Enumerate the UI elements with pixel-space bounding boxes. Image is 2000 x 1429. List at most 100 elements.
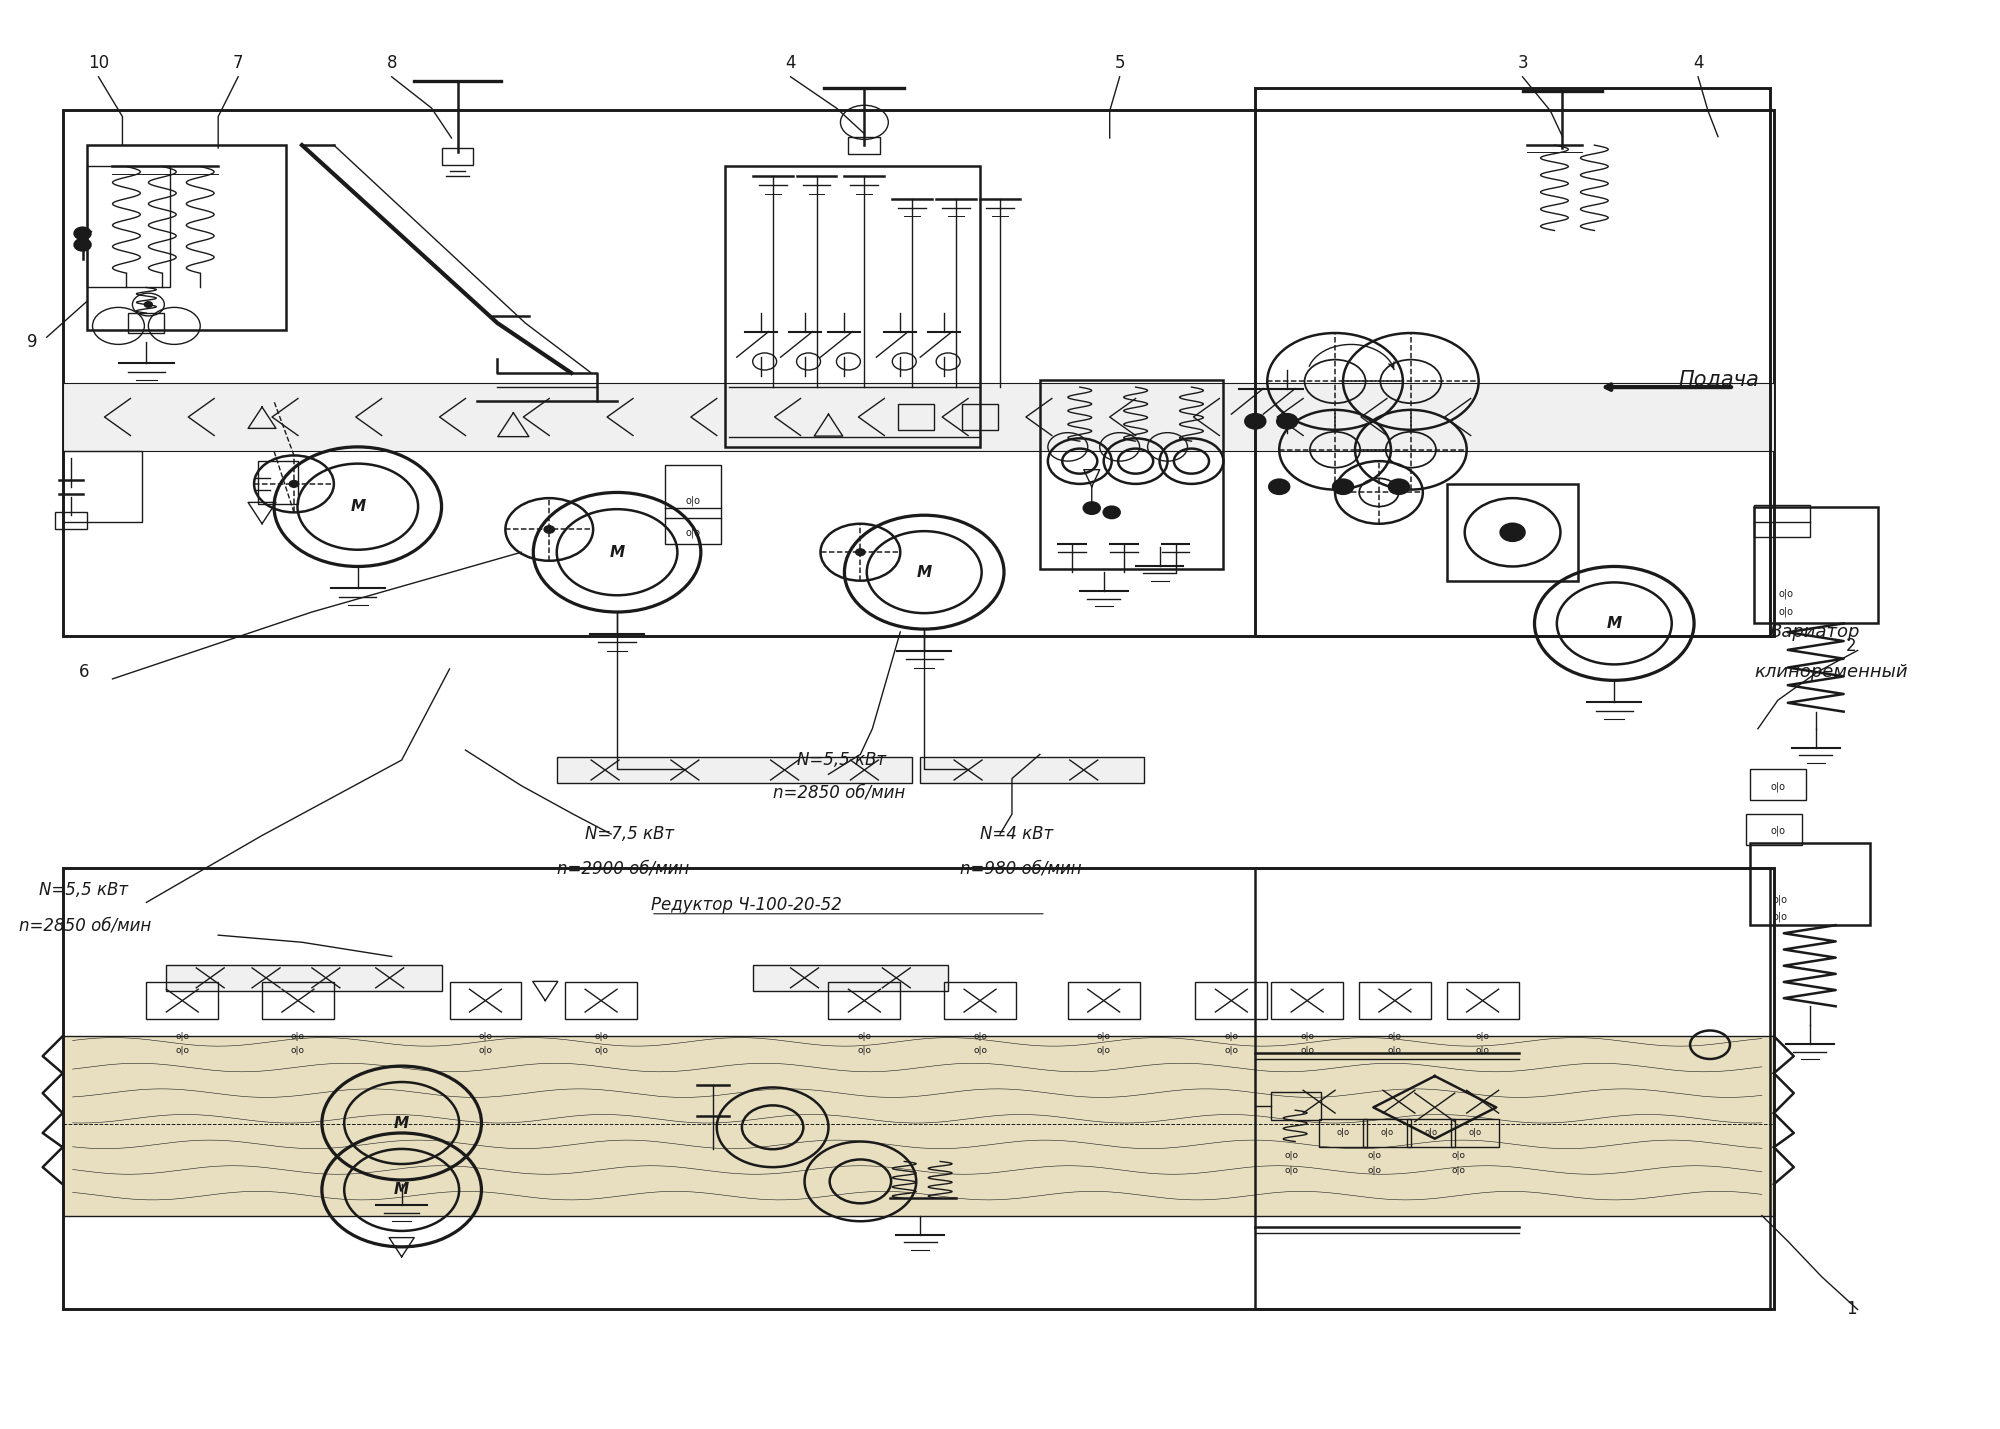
Text: o|o: o|o: [1336, 1129, 1350, 1137]
Circle shape: [74, 239, 90, 250]
Text: M: M: [394, 1116, 410, 1130]
Bar: [1320, 1119, 1366, 1147]
Text: 4: 4: [786, 53, 796, 71]
Bar: [1358, 982, 1430, 1019]
Text: o|o: o|o: [1368, 1166, 1382, 1175]
Bar: [1750, 843, 1870, 925]
Bar: [752, 965, 948, 990]
Bar: [62, 452, 142, 523]
Text: 7: 7: [232, 53, 244, 71]
Circle shape: [290, 480, 298, 487]
Bar: [128, 313, 164, 333]
Text: 10: 10: [88, 53, 110, 71]
Text: o|o: o|o: [176, 1046, 190, 1055]
Bar: [1196, 982, 1268, 1019]
Text: Вариатор: Вариатор: [1770, 623, 1860, 642]
Text: o|o: o|o: [478, 1032, 492, 1040]
Text: o|o: o|o: [1388, 1032, 1402, 1040]
Text: o|o: o|o: [1476, 1046, 1490, 1055]
Text: o|o: o|o: [594, 1046, 608, 1055]
Bar: [62, 383, 1774, 452]
Bar: [450, 982, 522, 1019]
Bar: [1746, 815, 1802, 846]
Circle shape: [1278, 414, 1298, 429]
Text: n=2850 об/мин: n=2850 об/мин: [18, 916, 150, 935]
Text: o|o: o|o: [1388, 1046, 1402, 1055]
Circle shape: [1270, 480, 1290, 494]
Text: M: M: [350, 499, 366, 514]
Bar: [724, 166, 980, 447]
Text: n=980 об/мин: n=980 об/мин: [960, 859, 1082, 877]
Text: N=5,5 кВт: N=5,5 кВт: [38, 880, 128, 899]
Text: o|o: o|o: [1778, 607, 1794, 617]
Text: o|o: o|o: [858, 1032, 872, 1040]
Text: 5: 5: [1114, 53, 1124, 71]
Circle shape: [74, 227, 90, 239]
Text: o|o: o|o: [1300, 1032, 1314, 1040]
Text: Подача: Подача: [1678, 370, 1758, 390]
Text: o|o: o|o: [1772, 912, 1788, 922]
Text: o|o: o|o: [1368, 1152, 1382, 1160]
Bar: [1068, 982, 1140, 1019]
Bar: [54, 513, 86, 530]
Text: N=5,5 кВт: N=5,5 кВт: [796, 752, 886, 769]
Bar: [558, 757, 912, 783]
Text: o|o: o|o: [290, 1046, 304, 1055]
Text: o|o: o|o: [686, 496, 700, 506]
Text: 1: 1: [1846, 1300, 1856, 1319]
Text: o|o: o|o: [1224, 1046, 1238, 1055]
Text: o|o: o|o: [1424, 1129, 1438, 1137]
Circle shape: [1084, 503, 1100, 514]
Circle shape: [1104, 507, 1120, 519]
Text: o|o: o|o: [686, 527, 700, 537]
Circle shape: [544, 526, 554, 533]
Text: N=7,5 кВт: N=7,5 кВт: [586, 825, 674, 843]
Circle shape: [1388, 480, 1408, 494]
Text: o|o: o|o: [1772, 895, 1788, 905]
Text: n=2900 об/мин: n=2900 об/мин: [558, 859, 690, 877]
Bar: [1754, 507, 1878, 623]
Circle shape: [1246, 414, 1266, 429]
Text: o|o: o|o: [1380, 1129, 1394, 1137]
Bar: [962, 404, 998, 430]
Text: o|o: o|o: [974, 1032, 988, 1040]
Bar: [898, 404, 934, 430]
Text: o|o: o|o: [1096, 1046, 1110, 1055]
Bar: [86, 146, 286, 330]
Bar: [86, 166, 170, 287]
Text: 9: 9: [26, 333, 38, 350]
Bar: [1256, 869, 1770, 1309]
Text: M: M: [394, 1182, 410, 1198]
Bar: [828, 982, 900, 1019]
Bar: [1040, 380, 1224, 569]
Bar: [1750, 769, 1806, 800]
Text: o|o: o|o: [594, 1032, 608, 1040]
Bar: [920, 757, 1144, 783]
Text: o|o: o|o: [1224, 1032, 1238, 1040]
Text: o|o: o|o: [858, 1046, 872, 1055]
Bar: [62, 1036, 1774, 1216]
Text: o|o: o|o: [1778, 589, 1794, 599]
Circle shape: [144, 302, 152, 307]
Bar: [146, 982, 218, 1019]
Text: o|o: o|o: [1284, 1152, 1298, 1160]
Bar: [664, 466, 720, 543]
Text: M: M: [610, 544, 624, 560]
Bar: [1754, 506, 1810, 536]
Circle shape: [856, 549, 866, 556]
Text: o|o: o|o: [1096, 1032, 1110, 1040]
Text: 6: 6: [78, 663, 90, 680]
Text: M: M: [916, 564, 932, 580]
Bar: [1406, 1119, 1454, 1147]
Circle shape: [1334, 480, 1354, 494]
Text: o|o: o|o: [176, 1032, 190, 1040]
Text: o|o: o|o: [974, 1046, 988, 1055]
Text: 3: 3: [1518, 53, 1528, 71]
Bar: [1362, 1119, 1410, 1147]
Bar: [944, 982, 1016, 1019]
Text: o|o: o|o: [290, 1032, 304, 1040]
Bar: [1450, 1119, 1498, 1147]
Text: o|o: o|o: [1476, 1032, 1490, 1040]
Text: o|o: o|o: [1300, 1046, 1314, 1055]
Bar: [262, 982, 334, 1019]
